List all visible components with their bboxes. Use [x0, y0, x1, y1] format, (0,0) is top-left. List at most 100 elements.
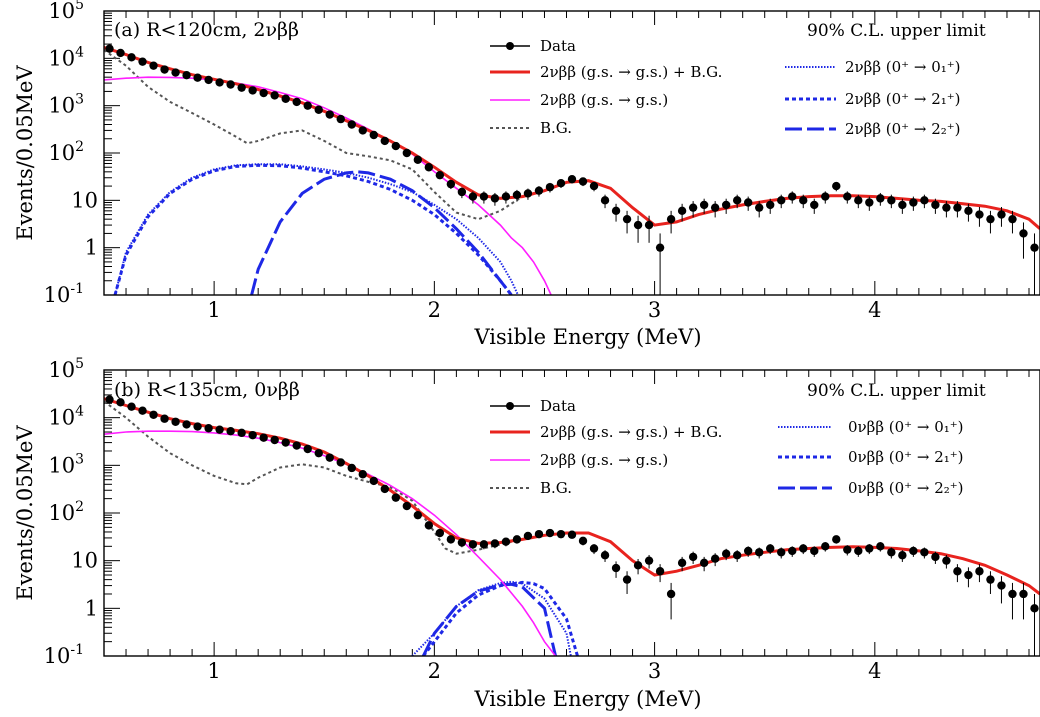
- data-point: [292, 97, 301, 107]
- data-point: [556, 179, 566, 188]
- legend-a-data-marker: [506, 42, 514, 50]
- data-point: [600, 196, 610, 205]
- data-point: [876, 542, 885, 551]
- data-point: [688, 203, 698, 212]
- data-point: [788, 546, 797, 556]
- legend-a-signal-label: 2νββ (g.s. → g.s.): [540, 91, 668, 109]
- data-point: [633, 220, 643, 230]
- data-point: [600, 551, 610, 560]
- data-point: [171, 68, 180, 77]
- panel-a-x-axis-label: Visible Energy (MeV): [473, 325, 701, 349]
- data-point: [898, 200, 907, 210]
- limit-0-1-curve: [411, 580, 572, 656]
- data-point: [942, 556, 951, 565]
- y-tick-label: 1: [85, 596, 98, 620]
- data-point: [424, 163, 434, 172]
- x-tick-label: 4: [868, 659, 881, 683]
- panel-a-data-points: [105, 44, 1039, 295]
- data-point: [986, 575, 995, 584]
- panel-b-y-axis-label: Events/0.05MeV: [13, 425, 37, 601]
- data-point: [810, 546, 819, 556]
- data-point: [336, 114, 345, 124]
- data-point: [116, 48, 125, 58]
- data-point: [424, 521, 434, 530]
- data-point: [953, 203, 962, 212]
- background-curve: [104, 400, 1040, 595]
- data-point: [369, 476, 378, 486]
- y-tick-label: 102: [48, 499, 84, 525]
- legend-a-limit-0-1-label: 2νββ (0⁺ → 0₁⁺): [845, 58, 961, 76]
- data-point: [578, 177, 588, 186]
- data-point: [1008, 214, 1017, 224]
- data-point: [578, 536, 588, 546]
- data-point: [215, 78, 224, 87]
- data-point: [105, 395, 114, 404]
- data-point: [799, 544, 808, 553]
- data-point: [226, 427, 235, 436]
- data-point: [380, 484, 389, 494]
- x-tick-label: 1: [207, 298, 220, 322]
- y-tick-label: 102: [48, 139, 84, 165]
- legend-b-limit-0-1-label: 0νββ (0⁺ → 0₁⁺): [848, 418, 964, 436]
- data-point: [237, 428, 246, 438]
- limit-2-2-curve: [421, 582, 557, 656]
- panel-b-data-points: [105, 395, 1039, 656]
- data-point: [810, 200, 819, 210]
- data-point: [105, 44, 114, 53]
- data-point: [666, 589, 676, 599]
- data-point: [270, 91, 279, 100]
- y-tick-label: 103: [48, 451, 84, 477]
- data-point: [854, 196, 863, 205]
- data-point: [259, 433, 268, 442]
- data-point: [743, 546, 753, 556]
- y-tick-label: 104: [48, 44, 84, 70]
- data-point: [314, 448, 323, 458]
- data-point: [832, 535, 841, 544]
- legend-b-total-label: 2νββ (g.s. → g.s.) + B.G.: [540, 423, 722, 441]
- panel-b-x-axis-label: Visible Energy (MeV): [473, 687, 701, 711]
- data-point: [755, 203, 764, 212]
- data-point: [876, 194, 885, 203]
- data-point: [182, 420, 191, 429]
- data-point: [843, 545, 852, 554]
- signal-curve: [104, 76, 552, 295]
- data-point: [1030, 243, 1039, 252]
- data-point: [699, 558, 709, 568]
- data-point: [1019, 589, 1028, 599]
- data-point: [358, 126, 367, 135]
- data-point: [325, 110, 334, 119]
- panel-a-frame: [103, 10, 1040, 296]
- panel-a-title: (a) R<120cm, 2νββ: [114, 19, 299, 41]
- data-point: [688, 552, 698, 562]
- data-point: [534, 186, 544, 195]
- data-point: [766, 200, 775, 210]
- data-point: [226, 80, 235, 89]
- data-point: [292, 441, 301, 450]
- data-point: [766, 544, 775, 553]
- data-point: [644, 220, 654, 230]
- data-point: [975, 567, 984, 576]
- data-point: [325, 453, 334, 462]
- data-point: [270, 435, 279, 445]
- data-point: [865, 198, 874, 207]
- data-point: [479, 540, 489, 549]
- data-point: [545, 182, 555, 192]
- x-tick-label: 2: [428, 659, 441, 683]
- data-point: [931, 552, 940, 562]
- data-point: [755, 548, 764, 557]
- data-point: [931, 200, 940, 210]
- limit-0-1-curve: [114, 163, 519, 295]
- data-point: [953, 567, 962, 576]
- data-point: [215, 425, 224, 434]
- data-point: [920, 548, 929, 557]
- x-tick-label: 1: [207, 659, 220, 683]
- data-point: [237, 83, 246, 92]
- data-point: [391, 493, 401, 502]
- data-point: [512, 535, 522, 544]
- data-point: [964, 206, 973, 216]
- y-tick-label: 104: [48, 404, 84, 430]
- y-tick-label: 10-1: [44, 642, 84, 668]
- data-point: [909, 198, 918, 207]
- data-point: [611, 206, 621, 216]
